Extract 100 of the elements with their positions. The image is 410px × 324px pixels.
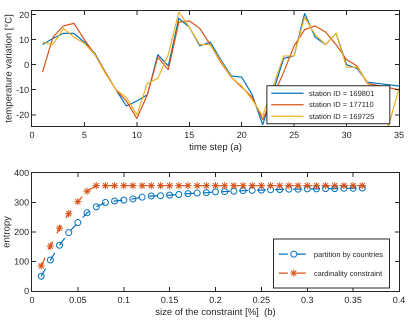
x-tick-label: 0.05 (69, 294, 87, 305)
point (331, 185, 338, 192)
point (248, 186, 256, 194)
point (102, 198, 109, 206)
point (212, 188, 219, 196)
point (202, 182, 210, 190)
y-axis-title: temperature variation [°C] (3, 14, 14, 123)
point (138, 182, 146, 190)
point (358, 184, 366, 192)
point (120, 196, 128, 204)
point (285, 186, 292, 193)
point (284, 182, 293, 190)
point (350, 184, 357, 192)
point (138, 194, 146, 201)
point (276, 182, 284, 190)
x-tick-label: 15 (184, 130, 194, 140)
y-tick-label: 400 (14, 168, 30, 178)
y-tick-label: 20 (19, 10, 30, 20)
point (74, 219, 82, 226)
y-tick-label: -10 (16, 84, 30, 95)
point (110, 182, 119, 190)
x-tick-label: 35 (394, 130, 404, 140)
point (349, 182, 358, 190)
y-tick-label: 0 (24, 60, 30, 70)
point (294, 182, 302, 190)
x-tick-label: 30 (342, 130, 352, 140)
point (174, 182, 183, 190)
point (84, 209, 91, 216)
y-axis-title: entropy (1, 216, 12, 248)
y-tick-label: 10 (19, 34, 30, 45)
x-tick-label: 0.2 (209, 294, 222, 305)
x-tick-label: 0.1 (117, 294, 130, 305)
point (312, 185, 320, 192)
point (322, 182, 330, 190)
point (55, 224, 64, 232)
x-tick-label: 20 (236, 130, 247, 140)
x-tick-label: 0.35 (344, 294, 362, 305)
point (322, 185, 330, 192)
point (294, 186, 302, 193)
point (340, 182, 348, 190)
point (230, 182, 238, 190)
x-tick-label: 10 (132, 130, 142, 140)
point (120, 182, 128, 190)
point (257, 182, 266, 190)
point (156, 182, 165, 190)
point (46, 242, 54, 250)
point (220, 182, 229, 190)
point (248, 182, 256, 190)
y-tick-label: 100 (14, 256, 30, 267)
point (258, 186, 265, 194)
point (202, 189, 210, 196)
point (46, 256, 54, 264)
point (193, 182, 202, 190)
point (166, 192, 174, 199)
y-tick-label: 300 (14, 198, 30, 208)
point (92, 203, 100, 210)
point (147, 182, 156, 190)
y-tick-label: -20 (16, 110, 30, 120)
point (276, 186, 284, 193)
point (266, 182, 275, 190)
point (148, 192, 155, 200)
point (358, 182, 366, 190)
point (230, 188, 238, 195)
point (312, 182, 321, 190)
point (129, 195, 136, 202)
point (82, 187, 92, 196)
point (166, 182, 174, 190)
point (211, 182, 220, 190)
point (56, 242, 64, 249)
y-tick-label: 0 (24, 286, 30, 296)
point (304, 185, 311, 192)
point (65, 229, 72, 236)
point (92, 182, 100, 190)
point (38, 272, 45, 280)
point (184, 190, 192, 198)
point (240, 187, 247, 194)
point (175, 191, 182, 198)
point (194, 190, 201, 197)
x-tick-label: 5 (82, 130, 87, 140)
point (330, 182, 339, 190)
point (37, 262, 46, 270)
x-tick-label: 0.4 (392, 294, 406, 305)
point (238, 182, 248, 190)
point (156, 192, 164, 200)
x-tick-label: 0.15 (160, 294, 178, 305)
x-axis-title: size of the constraint [%] (b) (155, 306, 276, 318)
point (221, 188, 228, 196)
point (64, 210, 73, 218)
point (111, 198, 118, 205)
point (74, 198, 82, 206)
point (128, 182, 138, 190)
x-axis-title: time step (a) (189, 142, 242, 154)
y-tick-label: 200 (14, 227, 30, 238)
point (267, 186, 274, 194)
point (101, 182, 110, 190)
x-tick-label: 25 (289, 130, 300, 140)
point (303, 182, 312, 190)
x-tick-label: 0.25 (252, 294, 270, 305)
x-tick-label: 0.3 (300, 294, 314, 305)
point (184, 182, 192, 190)
